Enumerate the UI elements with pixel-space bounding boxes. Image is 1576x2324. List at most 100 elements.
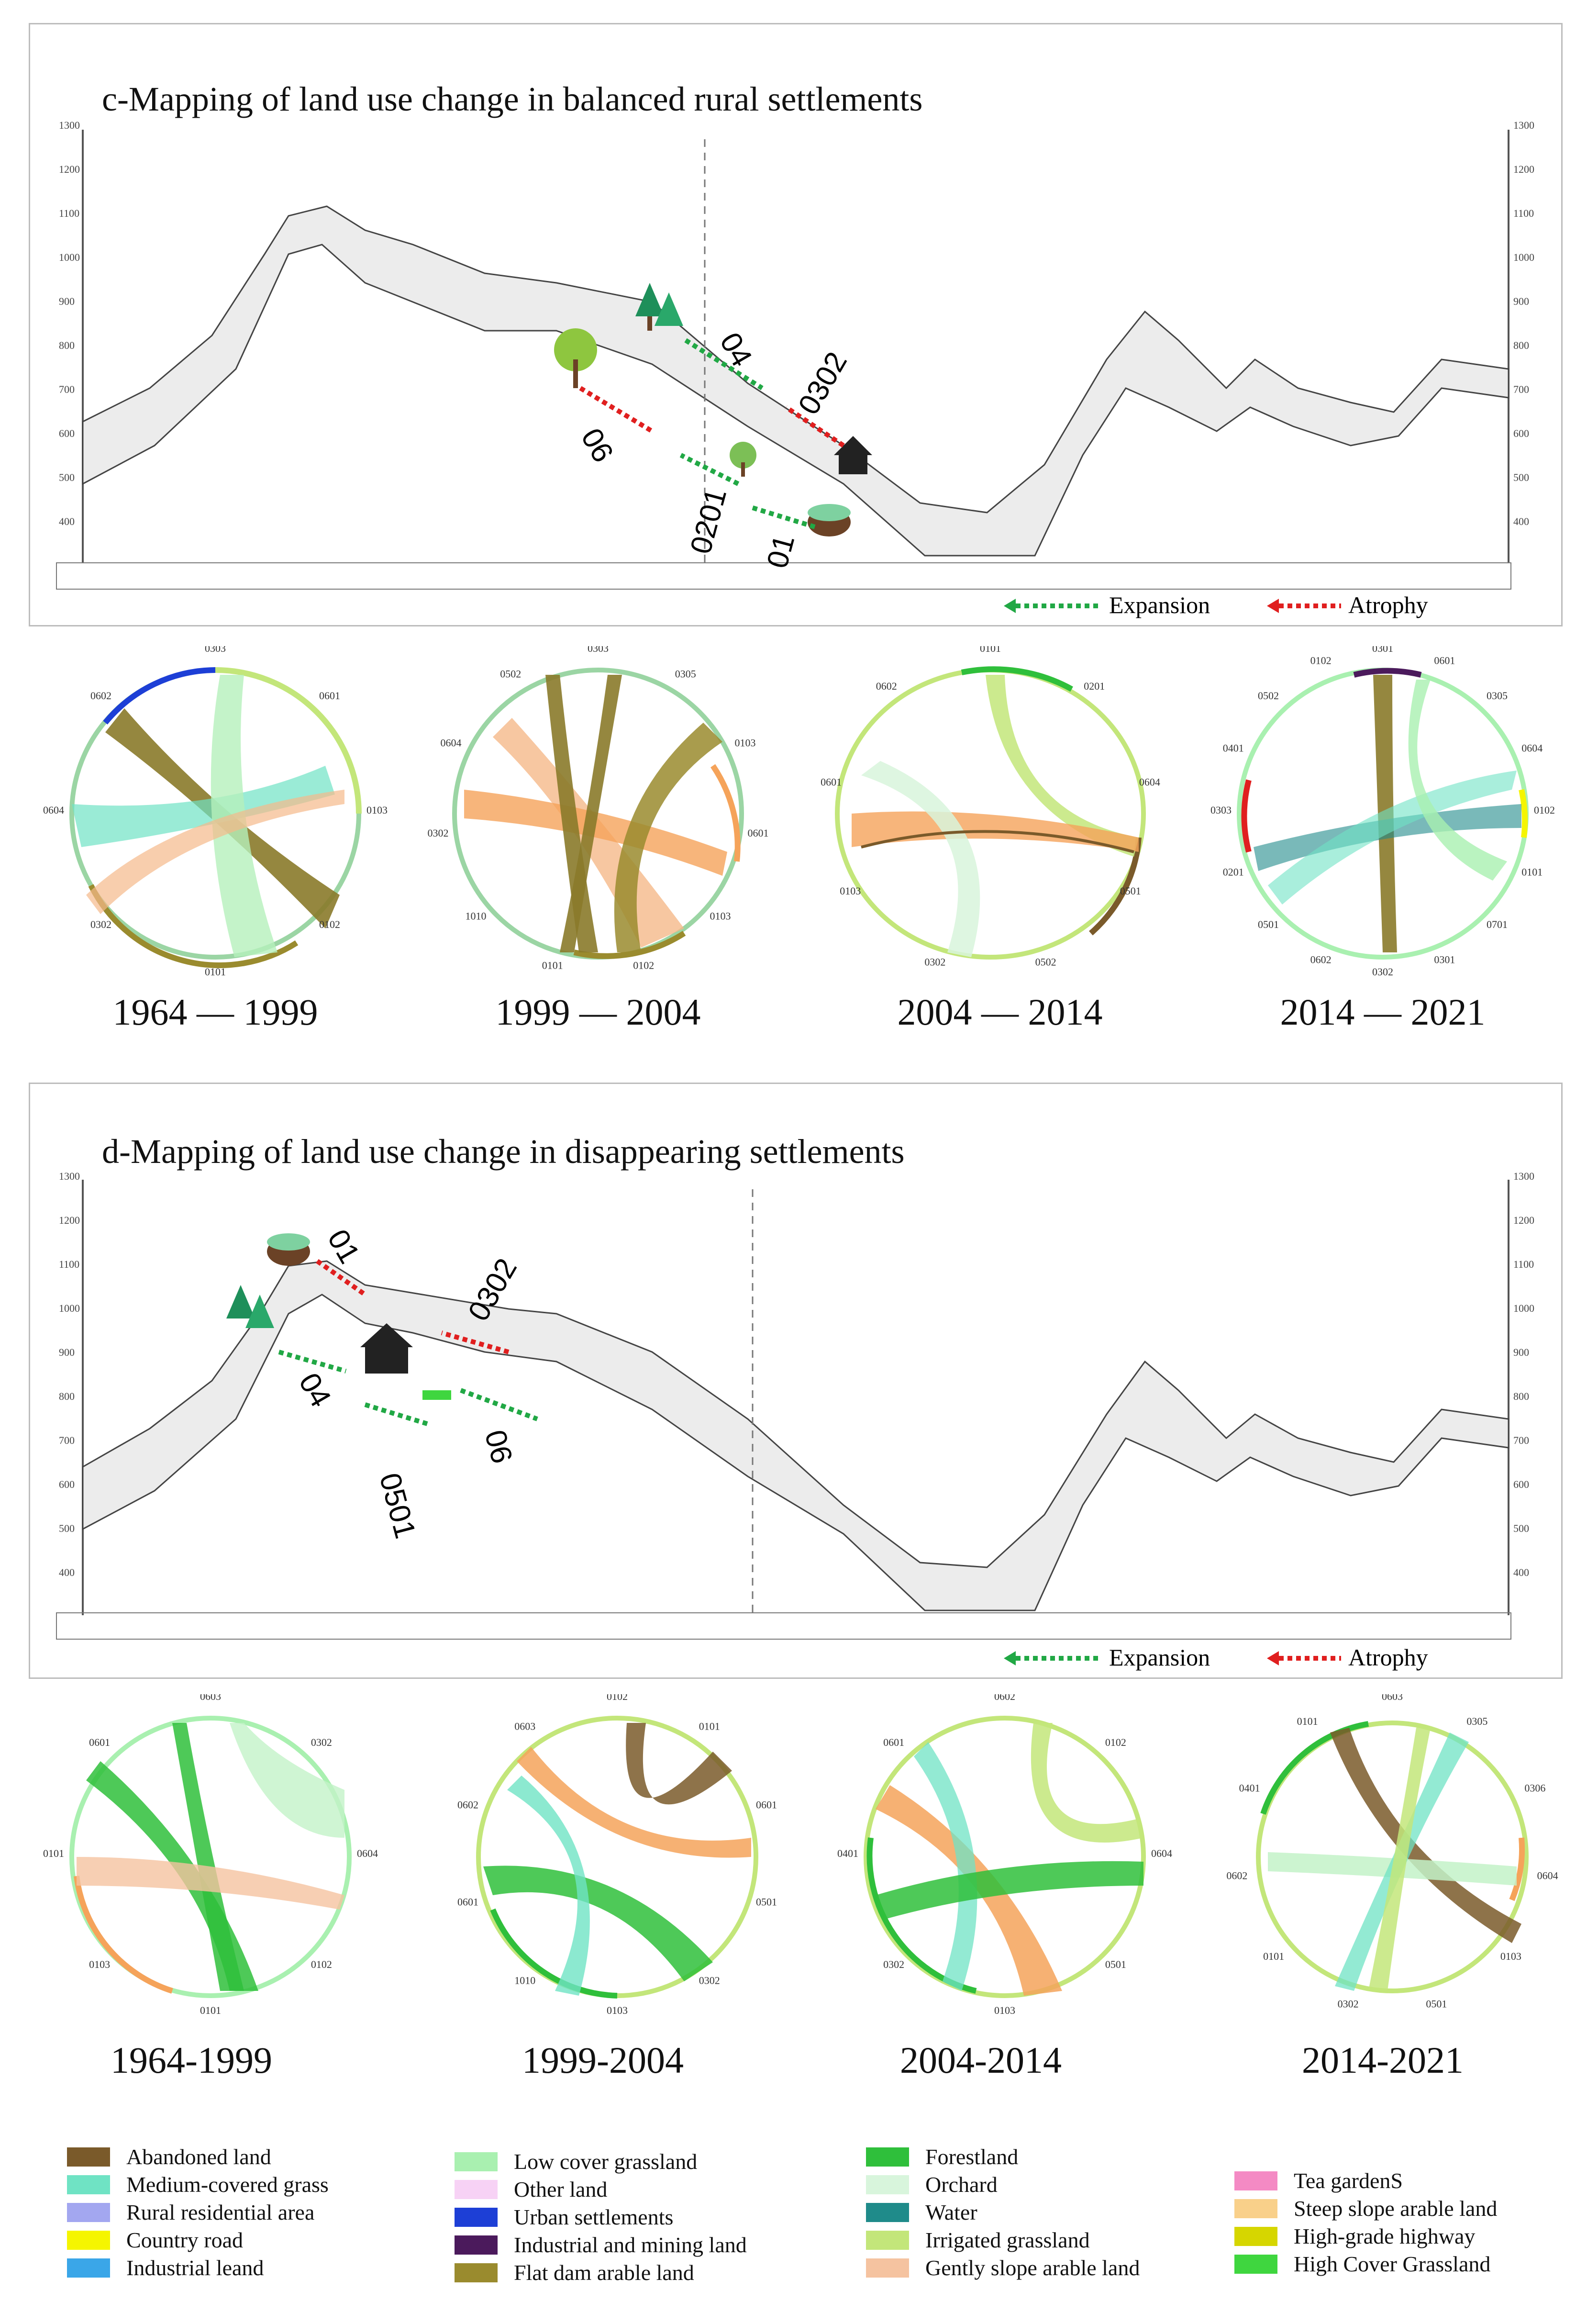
chord-code-label: 0201 <box>1084 680 1105 692</box>
chord-code-label: 0305 <box>1466 1715 1487 1727</box>
flow-arrow-01 <box>752 505 816 529</box>
legend-label: Low cover grassland <box>514 2149 698 2174</box>
land-patch-icon <box>267 1233 310 1266</box>
chord-code-label: 0102 <box>1534 804 1555 816</box>
legend-label: Forestland <box>925 2145 1019 2169</box>
chord-code-label: 0604 <box>1151 1847 1172 1859</box>
chord-code-label: 0604 <box>1139 776 1160 788</box>
legend-item: Medium-covered grass <box>67 2172 329 2197</box>
chord-code-label: 0502 <box>500 668 521 680</box>
chord-diagram-c-1: 0303 0601 0103 0102 0101 0302 0604 0602 <box>43 646 388 978</box>
legend-label: Medium-covered grass <box>126 2172 329 2197</box>
tick-label: 400 <box>59 1566 75 1578</box>
chord-diagram-c-2: 0303 0305 0103 0601 0103 0102 0101 1010 0302 0604… <box>427 646 769 971</box>
legend-label: Country road <box>126 2228 244 2252</box>
chord-row-c: 0303 0601 0103 0102 0101 0302 0604 0602 0303 030… <box>0 637 1576 1067</box>
land-patch-icon <box>808 504 851 536</box>
right-axis-ticks: 1300 1200 1100 1000 900 800 700 600 500 … <box>1513 1170 1534 1578</box>
chord-code-label: 0201 <box>1223 866 1244 878</box>
chord-code-label: 0101 <box>1521 866 1543 878</box>
tick-label: 700 <box>59 1434 75 1446</box>
chord-code-label: 0102 <box>1105 1736 1126 1748</box>
tick-label: 1000 <box>59 1302 80 1314</box>
tick-label: 1300 <box>1513 119 1534 131</box>
chord-code-label: 0302 <box>1372 966 1393 978</box>
tick-label: 700 <box>1513 1434 1529 1446</box>
flow-label: 0501 <box>373 1470 422 1542</box>
chord-code-label: 0103 <box>710 910 731 922</box>
flow-label: 06 <box>478 1427 518 1467</box>
legend-item: Industrial and mining land <box>455 2232 747 2257</box>
chord-code-label: 0101 <box>205 966 226 978</box>
panel-c-flow-key: Expansion Atrophy <box>1004 592 1428 618</box>
sapling-icon <box>554 328 597 388</box>
atrophy-label: Atrophy <box>1348 1644 1428 1671</box>
chord-code-label: 0302 <box>924 956 945 968</box>
chord-row-d: 0603 0302 0604 0102 0101 0103 0101 0601 0102 010… <box>0 1694 1576 2125</box>
panel-d-title: d-Mapping of land use change in disappea… <box>102 1132 905 1171</box>
legend-swatch <box>866 2175 909 2194</box>
chord-code-label: 0302 <box>699 1974 720 1986</box>
legend-swatch <box>455 2263 498 2282</box>
flow-arrow-0302 <box>785 405 845 448</box>
chord-code-label: 0603 <box>514 1721 535 1732</box>
chord-code-label: 0603 <box>1382 1694 1403 1702</box>
period-label: 2004 — 2014 <box>897 991 1103 1033</box>
legend-label: Gently slope arable land <box>925 2256 1140 2280</box>
chord-code-label: 0102 <box>319 918 340 930</box>
chord-code-label: 0103 <box>89 1958 110 1970</box>
legend-item: Orchard <box>866 2172 998 2197</box>
legend-label: High Cover Grassland <box>1294 2252 1491 2276</box>
legend-label: Flat dam arable land <box>514 2260 694 2285</box>
right-axis-ticks: 1300 1200 1100 1000 900 800 700 600 500 … <box>1513 119 1534 527</box>
chord-code-label: 1010 <box>514 1974 535 1986</box>
legend-swatch <box>67 2202 110 2222</box>
chord-code-label: 0101 <box>980 646 1001 654</box>
tick-label: 600 <box>59 427 75 439</box>
legend-swatch <box>455 2179 498 2199</box>
chord-code-label: 0602 <box>90 690 111 702</box>
terrain-cross-section <box>82 1260 1509 1611</box>
chord-code-label: 0101 <box>200 2004 221 2016</box>
chord-code-label: 0502 <box>1035 956 1056 968</box>
tick-label: 600 <box>59 1478 75 1490</box>
legend-item: Rural residential area <box>67 2200 314 2225</box>
tick-label: 1200 <box>1513 1214 1534 1226</box>
flow-label: 01 <box>761 531 801 571</box>
flow-label: 06 <box>575 423 620 468</box>
tree-icon <box>635 283 683 331</box>
chord-code-label: 0302 <box>427 827 448 839</box>
panel-c-title: c-Mapping of land use change in balanced… <box>102 80 923 118</box>
tick-label: 900 <box>59 295 75 307</box>
flow-label: 04 <box>292 1368 337 1413</box>
chord-code-label: 0102 <box>607 1694 628 1702</box>
legend-swatch <box>1234 2226 1277 2246</box>
chord-code-label: 0601 <box>748 827 769 839</box>
chord-code-label: 1010 <box>466 910 487 922</box>
expansion-label: Expansion <box>1109 592 1210 618</box>
legend-label: Rural residential area <box>126 2200 315 2224</box>
chord-code-label: 0101 <box>1297 1715 1318 1727</box>
house-icon <box>834 436 872 474</box>
tick-label: 700 <box>1513 383 1529 395</box>
legend-item: Abandoned land <box>67 2144 271 2169</box>
tick-label: 1100 <box>59 207 79 219</box>
tick-label: 800 <box>59 339 75 351</box>
orchard-icon <box>730 442 756 477</box>
terrain-cross-section <box>82 205 1509 557</box>
chord-code-label: 0601 <box>457 1896 478 1908</box>
legend-swatch <box>866 2230 909 2250</box>
chord-code-label: 0103 <box>994 2004 1015 2016</box>
chord-code-label: 0303 <box>205 646 226 654</box>
legend-item: Tea gardenS <box>1234 2168 1403 2193</box>
chord-code-label: 0103 <box>734 737 755 749</box>
chord-code-label: 0101 <box>43 1847 64 1859</box>
legend-label: Steep slope arable land <box>1294 2196 1498 2221</box>
tick-label: 500 <box>1513 471 1529 483</box>
panel-d-disappearing-settlements: d-Mapping of land use change in disappea… <box>29 1083 1563 1679</box>
tree-icon <box>226 1285 274 1328</box>
chord-code-label: 0602 <box>876 680 897 692</box>
legend-label: Water <box>925 2200 977 2224</box>
legend-swatch <box>455 2235 498 2255</box>
chord-code-label: 0401 <box>1223 742 1244 754</box>
